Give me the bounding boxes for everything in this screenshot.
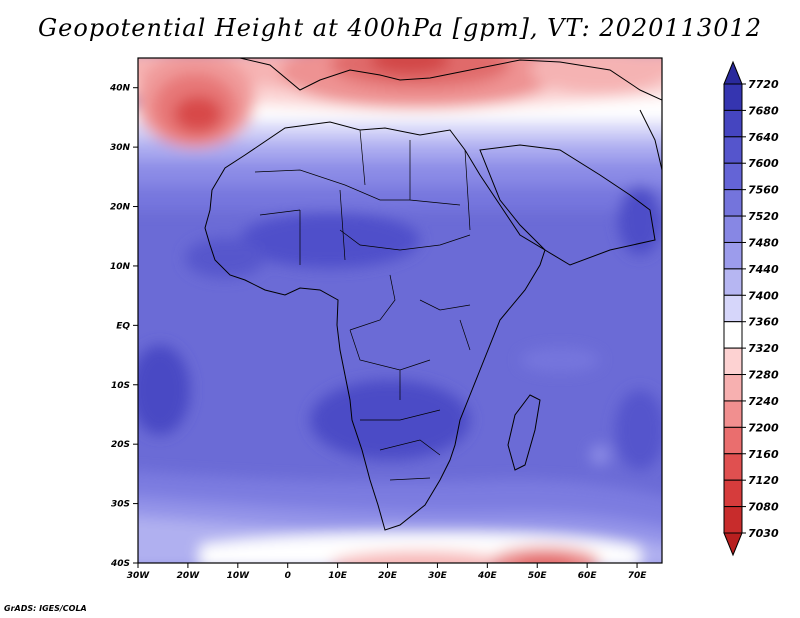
lon-tick-label: 20W [177, 571, 201, 581]
colorbar-segment [723, 479, 743, 508]
colorbar-label: 7360 [748, 316, 779, 329]
arabia-outline [479, 144, 656, 266]
colorbar-label: 7320 [748, 342, 779, 355]
colorbar-segment [723, 162, 743, 191]
colorbar-segment [723, 321, 743, 349]
lon-tick-label: 50E [528, 571, 548, 581]
colorbar: 7720 7680 7640 7600 7560 7520 7480 7440 7400 7360… [723, 60, 779, 557]
axis-ticks: 30W 20W 10W 0 10E 20E 30E 40E 50E 60E 70E 40N 30N 20N… [109, 84, 647, 581]
colorbar-segment [723, 83, 743, 111]
madagascar-outline [507, 394, 541, 471]
lat-tick-label: 20S [111, 440, 130, 450]
colorbar-segment [723, 426, 743, 455]
lat-tick-label: 10N [110, 262, 131, 272]
colorbar-label: 7440 [748, 263, 779, 276]
height-field [138, 58, 662, 563]
colorbar-label: 7680 [748, 104, 779, 117]
lat-tick-label: 10S [111, 381, 130, 391]
lat-tick-label: 20N [110, 203, 131, 213]
colorbar-label: 7030 [748, 527, 779, 540]
country-borders [254, 129, 471, 481]
lat-tick-label: EQ [116, 321, 130, 331]
europe-outline [239, 58, 662, 101]
lon-tick-label: 40E [477, 571, 498, 581]
lon-tick-label: 30W [127, 571, 151, 581]
lat-tick-label: 40N [109, 84, 131, 94]
colorbar-bottom-arrow [723, 532, 743, 557]
lon-tick-label: 70E [628, 571, 648, 581]
map-title: Geopotential Height at 400hPa [gpm], VT:… [38, 14, 762, 42]
colorbar-label: 7200 [748, 421, 779, 434]
india-outline [639, 109, 662, 171]
colorbar-label: 7480 [748, 236, 779, 249]
colorbar-label: 7520 [748, 210, 779, 223]
lon-tick-label: 60E [578, 571, 598, 581]
colorbar-segment [723, 453, 743, 481]
colorbar-label: 7160 [748, 448, 779, 461]
colorbar-label: 7640 [748, 131, 779, 144]
colorbar-segment [723, 241, 743, 270]
colorbar-segment [723, 109, 743, 138]
colorbar-label: 7280 [748, 369, 779, 382]
colorbar-segment [723, 506, 743, 534]
colorbar-label: 7720 [748, 78, 779, 91]
colorbar-segment [723, 347, 743, 376]
lon-tick-label: 20E [378, 571, 398, 581]
africa-outline [204, 121, 546, 531]
lat-tick-label: 30N [110, 143, 131, 153]
colorbar-segment [723, 374, 743, 402]
colorbar-segment [723, 189, 743, 217]
coastlines [204, 58, 662, 531]
colorbar-segment [723, 400, 743, 428]
credit-label: GrADS: IGES/COLA [4, 604, 87, 613]
colorbar-label: 7240 [748, 395, 779, 408]
colorbar-segment [723, 215, 743, 243]
colorbar-segment [723, 294, 743, 323]
colorbar-label: 7080 [748, 501, 779, 514]
colorbar-segment [723, 268, 743, 296]
lon-tick-label: 30E [428, 571, 448, 581]
lat-tick-label: 40S [110, 559, 130, 569]
colorbar-label: 7560 [748, 184, 779, 197]
lon-tick-label: 10W [227, 571, 251, 581]
colorbar-label: 7120 [748, 474, 779, 487]
colorbar-label: 7600 [748, 157, 779, 170]
lon-tick-label: 10E [328, 571, 348, 581]
lon-tick-label: 0 [285, 571, 291, 581]
colorbar-segment [723, 136, 743, 164]
colorbar-label: 7400 [748, 289, 779, 302]
plot-frame [137, 57, 663, 564]
lat-tick-label: 30S [111, 500, 130, 510]
colorbar-top-arrow [723, 60, 743, 85]
